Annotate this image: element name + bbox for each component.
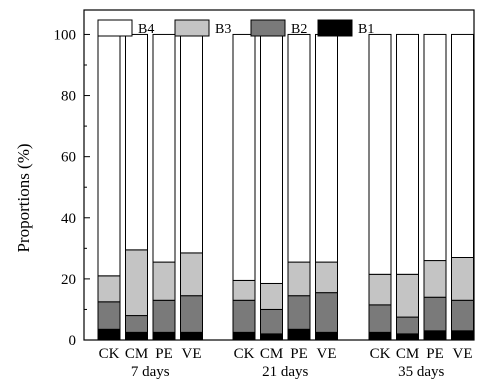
bar-b1-ck-3 xyxy=(368,331,392,341)
bar-b3-ve-2 xyxy=(315,261,338,294)
bar-b4-ck-3 xyxy=(368,33,392,275)
bar-b2-pe-2 xyxy=(287,295,311,330)
bar-b2-pe-1 xyxy=(152,299,176,333)
x-group-label: 21 days xyxy=(262,364,308,379)
bar-b1-ck-1 xyxy=(97,328,121,341)
bar-b1-pe-3 xyxy=(423,330,447,341)
bar-b2-ck-1 xyxy=(97,301,121,330)
y-tick-label: 100 xyxy=(54,27,77,43)
y-tick-label: 80 xyxy=(61,89,76,105)
bar-b1-pe-1 xyxy=(152,331,176,341)
bar-b2-ve-3 xyxy=(451,299,474,332)
bars-layer xyxy=(97,33,474,341)
bar-b4-cm-2 xyxy=(260,33,283,284)
x-group-label: 35 days xyxy=(398,364,444,379)
legend-label-b3: B3 xyxy=(215,22,231,37)
bar-b1-ve-2 xyxy=(315,331,338,341)
bar-b3-pe-1 xyxy=(152,261,176,301)
x-category-labels: CK CM PE VE 7 days CK CM PE VE 21 days CK CM PE VE 35 … xyxy=(99,346,473,379)
bar-b4-cm-3 xyxy=(396,33,419,275)
bar-b4-ck-1 xyxy=(97,33,121,277)
y-tick-label: 60 xyxy=(61,150,76,166)
bar-b2-ve-2 xyxy=(315,292,338,333)
bar-b4-ck-2 xyxy=(232,33,256,281)
plot-frame xyxy=(83,9,475,341)
legend-swatch-b3 xyxy=(174,19,210,37)
legend: B4 B3 B2 B1 xyxy=(97,19,374,37)
x-tick-label-ck: CK xyxy=(234,346,255,362)
y-tick-label: 0 xyxy=(69,333,77,349)
bar-b1-pe-2 xyxy=(287,328,311,341)
bar-b3-ve-1 xyxy=(180,252,203,297)
bar-b1-cm-2 xyxy=(260,333,283,341)
x-tick-label-ve: VE xyxy=(182,346,202,362)
x-tick-label-cm: CM xyxy=(125,346,148,362)
bar-b3-ck-1 xyxy=(97,275,121,303)
legend-label-b2: B2 xyxy=(291,22,307,37)
x-tick-label-ve: VE xyxy=(317,346,337,362)
bar-b3-pe-2 xyxy=(287,261,311,297)
legend-label-b4: B4 xyxy=(138,22,154,37)
bar-b4-ve-3 xyxy=(451,33,474,258)
legend-swatch-b4 xyxy=(97,19,133,37)
y-axis-label: Proportions (%) xyxy=(14,143,33,252)
bar-b2-cm-3 xyxy=(396,316,419,335)
bar-b1-cm-3 xyxy=(396,333,419,341)
x-tick-label-ck: CK xyxy=(370,346,391,362)
x-group-label: 7 days xyxy=(131,364,170,379)
legend-label-b1: B1 xyxy=(358,22,374,37)
bar-b3-ve-3 xyxy=(451,257,474,301)
x-tick-label-ve: VE xyxy=(453,346,473,362)
bar-b3-cm-2 xyxy=(260,282,283,310)
bar-b3-cm-1 xyxy=(125,249,148,317)
bar-b1-cm-1 xyxy=(125,331,148,341)
legend-swatch-b1 xyxy=(317,19,353,37)
bar-b3-ck-2 xyxy=(232,279,256,301)
bar-b3-ck-3 xyxy=(368,273,392,306)
y-tick-label: 40 xyxy=(61,211,76,227)
bar-b3-cm-3 xyxy=(396,273,419,318)
bar-b4-ve-1 xyxy=(180,33,203,254)
bar-b4-pe-2 xyxy=(287,33,311,263)
bar-b4-pe-3 xyxy=(423,33,447,262)
bar-b2-cm-2 xyxy=(260,308,283,335)
bar-b4-cm-1 xyxy=(125,33,148,251)
bar-b2-ck-3 xyxy=(368,304,392,333)
bar-b1-ve-1 xyxy=(180,331,203,341)
x-tick-label-ck: CK xyxy=(99,346,120,362)
x-tick-label-cm: CM xyxy=(396,346,419,362)
bar-b1-ck-2 xyxy=(232,331,256,341)
x-tick-label-pe: PE xyxy=(290,346,308,362)
legend-swatch-b2 xyxy=(250,19,286,37)
bar-b2-ck-2 xyxy=(232,299,256,333)
bar-b2-cm-1 xyxy=(125,315,148,333)
bar-b4-ve-2 xyxy=(315,33,338,263)
bar-b4-pe-1 xyxy=(152,33,176,263)
bar-b2-pe-3 xyxy=(423,296,447,332)
bar-b1-ve-3 xyxy=(451,330,474,341)
bar-b3-pe-3 xyxy=(423,260,447,298)
y-tick-label: 20 xyxy=(61,272,76,288)
x-tick-label-pe: PE xyxy=(155,346,173,362)
x-tick-label-pe: PE xyxy=(426,346,444,362)
axes-layer: CK CM PE VE 7 days CK CM PE VE 21 days CK CM PE VE 35 … xyxy=(54,9,475,379)
x-tick-label-cm: CM xyxy=(260,346,283,362)
bar-b2-ve-1 xyxy=(180,295,203,333)
